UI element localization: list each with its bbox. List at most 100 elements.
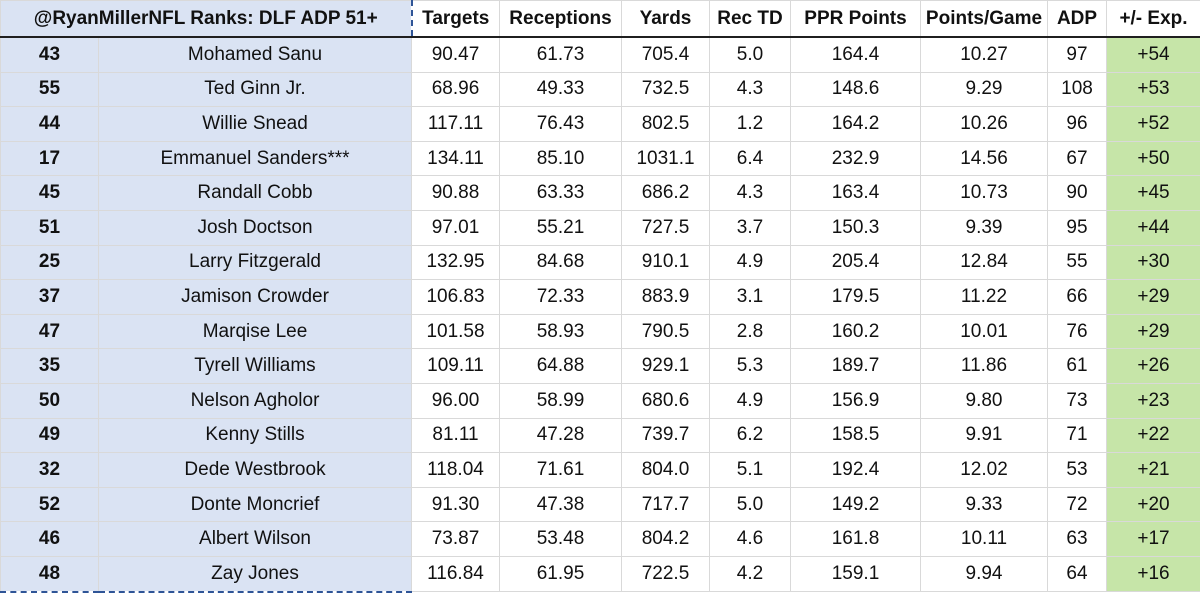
points-per-game-cell: 9.91 [921, 418, 1048, 453]
header-row: @RyanMillerNFL Ranks: DLF ADP 51+ Target… [1, 1, 1200, 38]
rec-td-cell: 4.3 [710, 72, 791, 107]
player-name: Josh Doctson [99, 210, 412, 245]
rec-td-cell: 5.1 [710, 453, 791, 488]
exp-diff-cell: +44 [1107, 210, 1200, 245]
ppr-points-cell: 156.9 [791, 383, 921, 418]
targets-cell: 134.11 [412, 141, 500, 176]
rank-cell: 17 [1, 141, 99, 176]
adp-cell: 97 [1048, 37, 1107, 72]
adp-cell: 64 [1048, 556, 1107, 591]
adp-cell: 96 [1048, 107, 1107, 142]
yards-cell: 722.5 [622, 556, 710, 591]
ppr-points-cell: 149.2 [791, 487, 921, 522]
receptions-cell: 55.21 [500, 210, 622, 245]
exp-diff-cell: +45 [1107, 176, 1200, 211]
table-title: @RyanMillerNFL Ranks: DLF ADP 51+ [1, 1, 412, 38]
yards-cell: 1031.1 [622, 141, 710, 176]
player-name: Mohamed Sanu [99, 37, 412, 72]
header-rec-td: Rec TD [710, 1, 791, 38]
adp-cell: 73 [1048, 383, 1107, 418]
spreadsheet-view: @RyanMillerNFL Ranks: DLF ADP 51+ Target… [0, 0, 1200, 577]
receptions-cell: 61.73 [500, 37, 622, 72]
targets-cell: 97.01 [412, 210, 500, 245]
adp-cell: 61 [1048, 349, 1107, 384]
rec-td-cell: 5.3 [710, 349, 791, 384]
exp-diff-cell: +29 [1107, 280, 1200, 315]
rank-cell: 52 [1, 487, 99, 522]
header-ppr-points: PPR Points [791, 1, 921, 38]
player-name: Randall Cobb [99, 176, 412, 211]
exp-diff-cell: +52 [1107, 107, 1200, 142]
player-name: Zay Jones [99, 556, 412, 591]
player-name: Ted Ginn Jr. [99, 72, 412, 107]
ppr-points-cell: 161.8 [791, 522, 921, 557]
player-name: Dede Westbrook [99, 453, 412, 488]
exp-diff-cell: +53 [1107, 72, 1200, 107]
targets-cell: 68.96 [412, 72, 500, 107]
ppr-points-cell: 164.2 [791, 107, 921, 142]
player-name: Tyrell Williams [99, 349, 412, 384]
receptions-cell: 61.95 [500, 556, 622, 591]
adp-cell: 95 [1048, 210, 1107, 245]
targets-cell: 101.58 [412, 314, 500, 349]
adp-cell: 108 [1048, 72, 1107, 107]
rank-cell: 50 [1, 383, 99, 418]
exp-diff-cell: +50 [1107, 141, 1200, 176]
rec-td-cell: 4.6 [710, 522, 791, 557]
targets-cell: 73.87 [412, 522, 500, 557]
ppr-points-cell: 159.1 [791, 556, 921, 591]
receptions-cell: 85.10 [500, 141, 622, 176]
targets-cell: 117.11 [412, 107, 500, 142]
rec-td-cell: 2.8 [710, 314, 791, 349]
yards-cell: 790.5 [622, 314, 710, 349]
targets-cell: 81.11 [412, 418, 500, 453]
points-per-game-cell: 9.80 [921, 383, 1048, 418]
receptions-cell: 58.99 [500, 383, 622, 418]
yards-cell: 804.2 [622, 522, 710, 557]
receptions-cell: 76.43 [500, 107, 622, 142]
player-name: Willie Snead [99, 107, 412, 142]
targets-cell: 91.30 [412, 487, 500, 522]
exp-diff-cell: +30 [1107, 245, 1200, 280]
rank-cell: 51 [1, 210, 99, 245]
player-name: Nelson Agholor [99, 383, 412, 418]
rank-cell: 46 [1, 522, 99, 557]
header-receptions: Receptions [500, 1, 622, 38]
adp-cell: 63 [1048, 522, 1107, 557]
rec-td-cell: 5.0 [710, 37, 791, 72]
rec-td-cell: 4.2 [710, 556, 791, 591]
yards-cell: 804.0 [622, 453, 710, 488]
rec-td-cell: 6.2 [710, 418, 791, 453]
player-name: Marqise Lee [99, 314, 412, 349]
points-per-game-cell: 14.56 [921, 141, 1048, 176]
rec-td-cell: 3.7 [710, 210, 791, 245]
targets-cell: 106.83 [412, 280, 500, 315]
rank-cell: 55 [1, 72, 99, 107]
player-name: Donte Moncrief [99, 487, 412, 522]
rank-cell: 49 [1, 418, 99, 453]
exp-diff-cell: +21 [1107, 453, 1200, 488]
yards-cell: 732.5 [622, 72, 710, 107]
receptions-cell: 58.93 [500, 314, 622, 349]
yards-cell: 717.7 [622, 487, 710, 522]
yards-cell: 686.2 [622, 176, 710, 211]
ppr-points-cell: 160.2 [791, 314, 921, 349]
ppr-points-cell: 232.9 [791, 141, 921, 176]
exp-diff-cell: +22 [1107, 418, 1200, 453]
rank-cell: 35 [1, 349, 99, 384]
adp-cell: 66 [1048, 280, 1107, 315]
header-exp-diff: +/- Exp. [1107, 1, 1200, 38]
exp-diff-cell: +17 [1107, 522, 1200, 557]
points-per-game-cell: 10.11 [921, 522, 1048, 557]
